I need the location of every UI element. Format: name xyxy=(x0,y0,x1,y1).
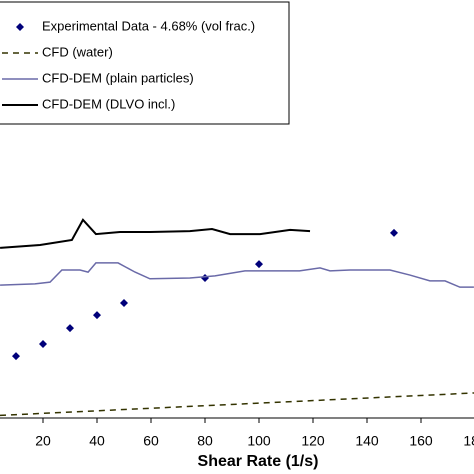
data-point xyxy=(39,340,47,349)
series-line xyxy=(0,262,474,288)
x-tick-label: 180 xyxy=(463,433,474,449)
legend-marker xyxy=(16,23,24,31)
data-point xyxy=(93,311,101,320)
legend-box xyxy=(0,1,290,125)
series-line xyxy=(0,218,311,249)
x-tick-label: 100 xyxy=(247,433,271,449)
series-line xyxy=(0,392,474,417)
x-tick-label: 60 xyxy=(143,433,159,449)
legend-label: CFD-DEM (plain particles) xyxy=(42,70,194,85)
x-tick-label: 80 xyxy=(197,433,213,449)
data-point xyxy=(390,228,398,237)
x-tick-label: 40 xyxy=(89,433,105,449)
x-tick-label: 140 xyxy=(355,433,379,449)
x-tick-label: 20 xyxy=(35,433,51,449)
legend-label: CFD (water) xyxy=(42,44,113,59)
data-point xyxy=(120,299,128,308)
x-tick-label: 160 xyxy=(409,433,433,449)
data-point xyxy=(201,273,209,282)
x-tick-label: 120 xyxy=(301,433,325,449)
data-point xyxy=(12,352,20,361)
data-point xyxy=(66,324,74,333)
data-point xyxy=(255,260,263,269)
x-axis-label: Shear Rate (1/s) xyxy=(198,453,319,470)
legend-label: Experimental Data - 4.68% (vol frac.) xyxy=(42,18,255,33)
legend-label: CFD-DEM (DLVO incl.) xyxy=(42,96,175,111)
